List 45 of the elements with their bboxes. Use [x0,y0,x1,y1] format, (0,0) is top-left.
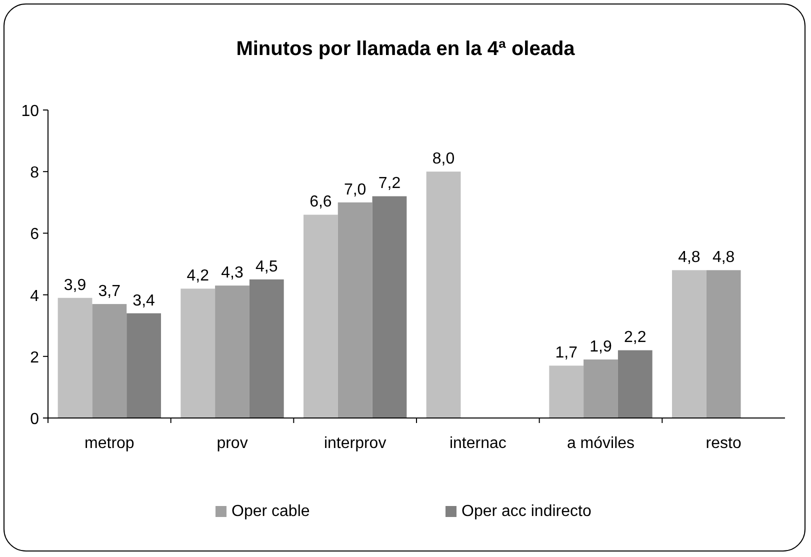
data-label: 4,2 [186,268,210,285]
bar [249,279,284,418]
legend-label: Oper acc indirecto [462,503,592,520]
bar [706,270,741,418]
bar [338,202,372,418]
y-tick-label: 10 [21,103,40,120]
x-tick-label: prov [216,435,248,452]
x-tick-label: resto [706,435,742,452]
bar [126,313,162,418]
data-label: 4,3 [221,264,244,282]
data-label: 4,8 [678,249,700,266]
data-label: 7,0 [344,181,366,198]
data-label: 4,5 [256,258,278,276]
data-label: 7,2 [378,175,401,192]
chart-title: Minutos por llamada en la 4ª oleada [236,38,576,60]
y-tick-label: 8 [30,164,40,182]
data-label: 1,7 [555,344,578,362]
data-label: 3,7 [98,283,121,300]
y-tick-label: 0 [30,411,40,428]
data-label: 2,2 [624,329,646,346]
bar [58,298,92,418]
bar [584,359,618,418]
y-tick-label: 6 [30,226,40,244]
data-label: 6,6 [310,194,332,211]
data-label: 8,0 [432,150,455,168]
bar [92,304,127,418]
bar [672,270,706,418]
bar [549,366,584,418]
x-tick-label: a móviles [566,435,635,452]
x-tick-label: metrop [84,435,134,452]
bar [618,350,652,418]
bar [303,214,338,418]
y-tick-label: 2 [30,349,40,366]
y-tick-label: 4 [30,288,40,305]
data-label: 1,9 [590,338,612,356]
x-tick-label: internac [449,435,506,452]
bar [180,288,216,418]
bar [372,196,407,418]
data-label: 4,8 [712,249,735,266]
legend-label: Oper cable [232,503,310,520]
bar [426,172,461,418]
data-label: 3,4 [132,292,156,310]
x-tick-label: interprov [324,435,386,452]
data-label: 3,9 [64,276,86,294]
bar [215,286,250,418]
